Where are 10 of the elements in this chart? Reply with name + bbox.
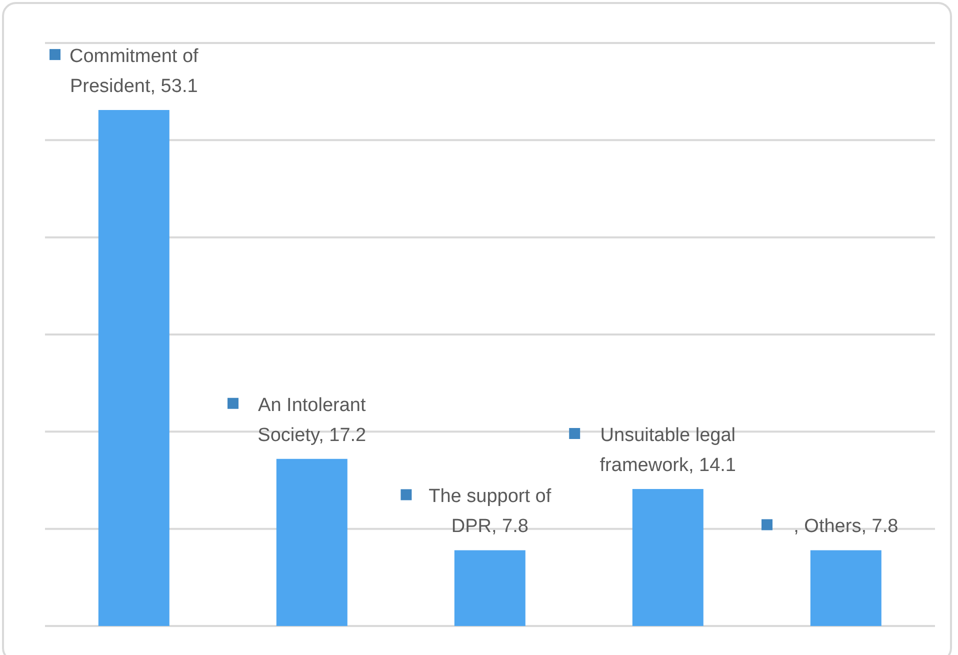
bar — [454, 550, 526, 626]
data-label: An Intolerant Society, 17.2 — [258, 394, 366, 446]
data-label: , Others, 7.8 — [794, 516, 898, 538]
bar — [276, 458, 348, 626]
bar — [632, 488, 704, 626]
bar — [810, 550, 882, 626]
bar — [98, 110, 170, 626]
data-label: Commitment of President, 53.1 — [69, 46, 200, 98]
data-label: The support of DPR, 7.8 — [428, 486, 552, 538]
data-label: Unsuitable legal framework, 14.1 — [600, 424, 736, 476]
